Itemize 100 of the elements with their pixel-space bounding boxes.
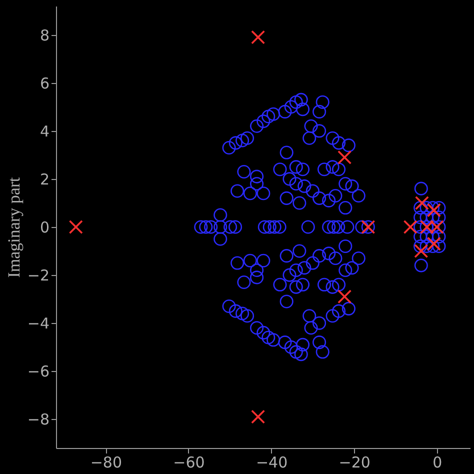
point <box>237 164 251 179</box>
y-tick-label: 4 <box>40 122 50 140</box>
y-tick-label: −4 <box>27 314 50 333</box>
point <box>322 194 336 208</box>
point <box>228 136 242 150</box>
point <box>338 201 352 215</box>
point <box>302 131 316 145</box>
point <box>355 220 369 234</box>
point <box>250 177 264 191</box>
point <box>296 102 310 116</box>
point <box>282 172 296 186</box>
y-tick-label: 2 <box>40 170 50 188</box>
point <box>342 138 356 152</box>
point <box>280 294 294 308</box>
point <box>432 210 446 224</box>
point <box>316 95 330 109</box>
point <box>230 184 244 198</box>
point <box>332 220 346 234</box>
point <box>204 220 218 234</box>
point <box>214 220 228 234</box>
point <box>312 124 326 138</box>
point <box>243 254 257 268</box>
point <box>414 182 428 196</box>
point <box>222 140 236 154</box>
point <box>273 278 287 292</box>
y-tick-label: −8 <box>27 410 50 429</box>
point <box>262 110 276 124</box>
y-tick-label: −2 <box>27 266 50 285</box>
point <box>194 220 208 234</box>
point <box>414 230 428 244</box>
y-tick-label: −6 <box>27 362 50 381</box>
point <box>332 304 346 318</box>
point <box>280 249 294 263</box>
point <box>228 304 242 318</box>
point <box>312 316 326 330</box>
y-tick-label: 8 <box>40 26 50 44</box>
point <box>328 189 342 203</box>
x-tick-label: −20 <box>338 454 370 472</box>
point <box>280 191 294 205</box>
point <box>258 220 272 234</box>
point <box>332 162 346 176</box>
point <box>352 251 366 265</box>
point <box>326 309 340 323</box>
point <box>298 179 312 193</box>
point <box>250 321 264 335</box>
point <box>250 170 264 184</box>
point <box>256 326 270 340</box>
point <box>298 261 312 275</box>
point <box>284 340 298 354</box>
point <box>338 150 352 164</box>
point <box>326 131 340 145</box>
point <box>214 232 228 246</box>
point <box>326 280 340 294</box>
point <box>414 196 429 210</box>
point <box>301 220 315 234</box>
point <box>316 345 330 359</box>
point <box>289 177 303 191</box>
point <box>430 220 444 234</box>
point <box>332 136 346 150</box>
point <box>250 263 264 277</box>
point <box>251 30 266 44</box>
point <box>345 179 359 193</box>
point <box>273 162 287 176</box>
point <box>256 114 270 128</box>
point <box>289 345 303 359</box>
y-axis-title: Imaginary part <box>4 176 24 278</box>
point <box>338 290 352 304</box>
point <box>432 230 446 244</box>
point <box>312 249 326 263</box>
point <box>292 196 306 210</box>
point <box>278 336 292 350</box>
point <box>250 119 264 133</box>
point <box>296 338 310 352</box>
point <box>236 134 250 148</box>
point <box>268 220 282 234</box>
point <box>420 239 434 253</box>
point <box>284 100 298 114</box>
point <box>338 263 352 277</box>
point <box>312 336 326 350</box>
point <box>282 268 296 282</box>
y-tick-label: 0 <box>40 218 50 236</box>
point <box>199 220 213 234</box>
point <box>426 203 442 218</box>
point <box>224 220 238 234</box>
point <box>322 220 336 234</box>
point <box>280 146 294 160</box>
point <box>278 104 292 118</box>
point <box>414 258 428 272</box>
point <box>312 191 326 205</box>
point <box>266 107 280 121</box>
point <box>289 160 303 174</box>
point <box>432 201 446 215</box>
point <box>272 220 286 234</box>
x-tick-label: 0 <box>432 454 442 472</box>
point <box>432 239 446 253</box>
point <box>312 104 326 118</box>
point <box>340 220 354 234</box>
point <box>318 278 332 292</box>
x-tick-label: −60 <box>173 454 205 472</box>
point <box>228 220 242 234</box>
